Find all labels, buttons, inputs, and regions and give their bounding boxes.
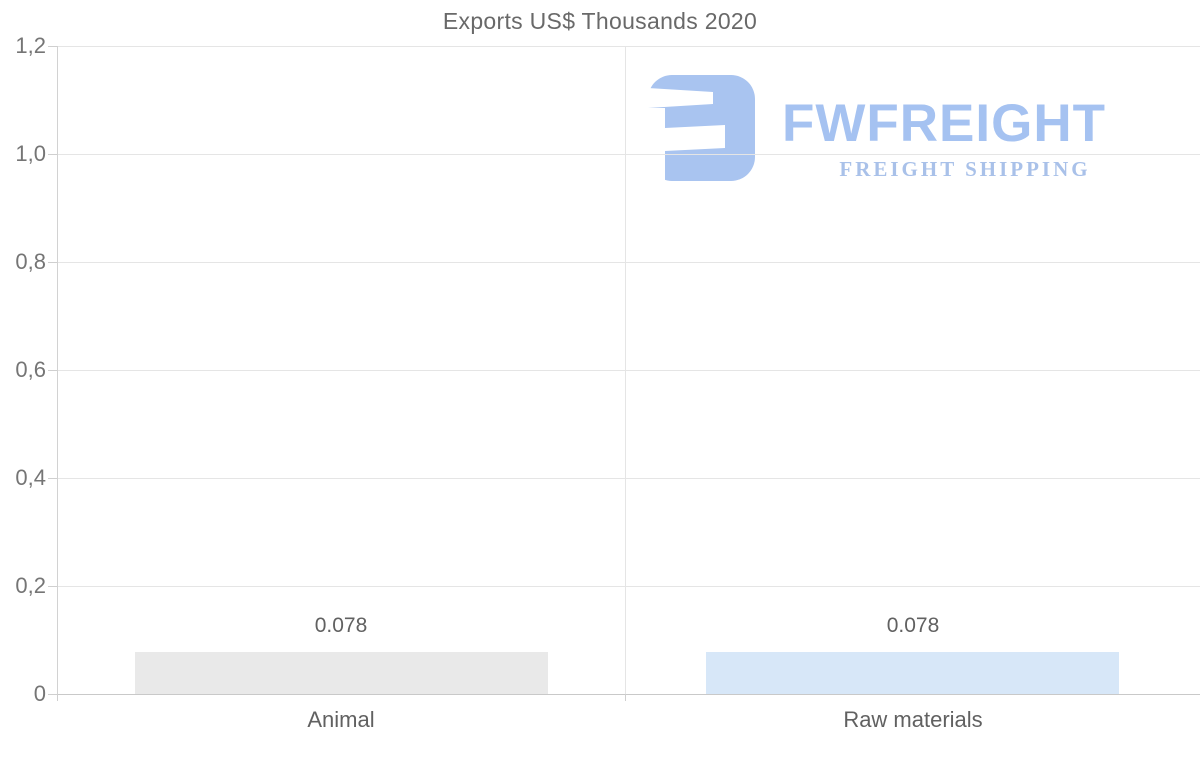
logo-brand-text: FWFREIGHT <box>782 94 1106 153</box>
chart-title: Exports US$ Thousands 2020 <box>442 8 758 34</box>
x-axis-tick <box>625 694 626 701</box>
x-axis-tick <box>57 694 58 701</box>
y-axis-tick-label: 0,6 <box>15 357 46 382</box>
y-axis-tick <box>48 262 57 263</box>
bar-value-label: 0.078 <box>314 614 368 637</box>
y-axis-tick <box>48 370 57 371</box>
y-axis-tick-label: 0,2 <box>15 573 46 598</box>
h-gridline <box>57 370 1200 371</box>
bar-value-label: 0.078 <box>886 614 940 637</box>
y-axis-tick <box>48 478 57 479</box>
h-gridline <box>57 262 1200 263</box>
h-gridline <box>57 586 1200 587</box>
h-gridline <box>57 478 1200 479</box>
y-axis-tick <box>48 694 57 695</box>
y-axis-tick-label: 0,8 <box>15 249 46 274</box>
bar-raw-materials <box>706 652 1119 694</box>
y-axis-tick <box>48 586 57 587</box>
v-gridline <box>625 46 626 694</box>
y-axis-tick-label: 1,0 <box>15 141 46 166</box>
logo-tagline-text: FREIGHT SHIPPING <box>839 157 1091 181</box>
logo-text-block: FWFREIGHT FREIGHT SHIPPING <box>782 75 1148 182</box>
y-axis-tick-label: 0,4 <box>15 465 46 490</box>
y-axis-tick <box>48 154 57 155</box>
category-label: Raw materials <box>843 707 983 732</box>
x-axis-line <box>57 694 1200 695</box>
category-label: Animal <box>307 707 375 732</box>
y-axis-tick-label: 1,2 <box>15 33 46 58</box>
y-axis-tick-label: 0 <box>33 681 46 706</box>
y-axis-tick <box>48 46 57 47</box>
bar-animal <box>135 652 548 694</box>
h-gridline <box>57 154 1200 155</box>
y-axis-line <box>57 46 58 694</box>
h-gridline <box>57 46 1200 47</box>
